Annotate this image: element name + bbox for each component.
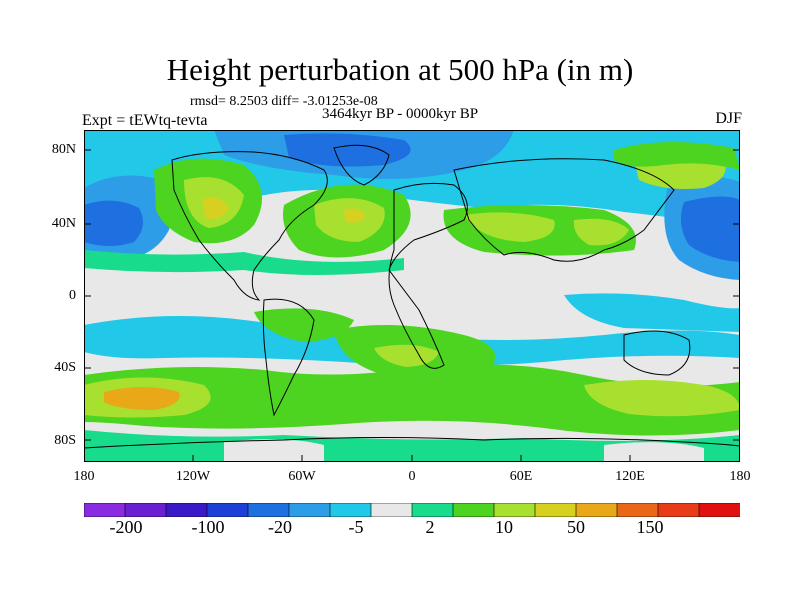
arctic-low-inner: [284, 133, 411, 167]
lon-label-0: 0: [408, 469, 416, 484]
antarctica-coast: [84, 437, 740, 449]
lon-label-180-west: 180: [73, 469, 95, 484]
map-title: Height perturbation at 500 hPa (in m): [166, 52, 634, 87]
colorbar-label-4: -5: [348, 517, 364, 537]
season-label: DJF: [715, 110, 742, 127]
lon-label-120e: 120E: [615, 469, 645, 484]
antarctic-neutral-patches: [224, 439, 704, 462]
asia-coast: [453, 158, 675, 262]
subtropical-green-pacific: [254, 308, 354, 342]
colorbar-swatch: [165, 503, 208, 517]
colorbar-swatch: [616, 503, 659, 517]
colorbar-swatch: [452, 503, 495, 517]
colorbar-swatch: [288, 503, 331, 517]
stats-text: rmsd= 8.2503 diff= -3.01253e-08: [190, 94, 378, 109]
eurasia-ridge-yellow: [464, 212, 555, 242]
atlantic-ridge-peak: [344, 208, 366, 223]
colorbar-label-3: -20: [268, 517, 292, 537]
colorbar-label-6: 10: [495, 517, 513, 537]
colorbar-swatch: [657, 503, 700, 517]
south-indian-green: [584, 380, 740, 417]
lon-label-60e: 60E: [509, 469, 533, 484]
lon-label-60w: 60W: [288, 469, 316, 484]
colorbar-swatch: [370, 503, 413, 517]
colorbar-swatch: [493, 503, 536, 517]
lat-label-40s: 40S: [54, 360, 76, 375]
colorbar-label-5: 2: [425, 517, 435, 537]
colorbar-swatch: [575, 503, 618, 517]
indian-ocean-cyan: [564, 293, 740, 332]
colorbar-swatch: [329, 503, 372, 517]
coastlines: [84, 144, 740, 449]
south-america-coast: [262, 298, 315, 417]
colorbar-swatch: [534, 503, 577, 517]
europe-africa-coast: [388, 182, 468, 369]
lon-label-120w: 120W: [175, 469, 211, 484]
eurasia-ridge-yellow-2: [573, 218, 629, 246]
colorbar-swatch: [247, 503, 290, 517]
australia-coast: [623, 330, 691, 376]
sh-green-band: [84, 364, 740, 436]
colorbar-swatch: [84, 503, 126, 517]
colorbar-label-8: 150: [636, 517, 664, 537]
lat-label-80n: 80N: [51, 142, 76, 157]
pacific-ridge-peak: [202, 197, 229, 219]
experiment-label: Expt = tEWtq-tevta: [82, 112, 208, 129]
north-america-coast: [171, 151, 328, 301]
colorbar-label-2: -100: [191, 517, 225, 537]
lon-label-180-east: 180: [729, 469, 751, 484]
north-pacific-low-inner: [84, 200, 143, 246]
nh-light-green-band: [84, 250, 404, 275]
colorbar-swatch: [411, 503, 454, 517]
colorbar: [84, 503, 740, 517]
period-label: 3464kyr BP - 0000kyr BP: [322, 106, 479, 122]
west-pacific-low-inner: [680, 196, 740, 262]
lat-label-0: 0: [69, 288, 76, 303]
colorbar-label-7: 50: [567, 517, 585, 537]
south-pacific-peak-orange: [104, 387, 180, 410]
contour-map: [84, 130, 740, 462]
colorbar-swatch: [206, 503, 249, 517]
colorbar-swatch: [698, 503, 740, 517]
lat-label-40n: 40N: [51, 216, 76, 231]
north-atlantic-green: [614, 141, 740, 170]
colorbar-label-1: -200: [109, 517, 143, 537]
lat-label-80s: 80S: [54, 433, 76, 448]
greenland-coast: [333, 144, 390, 186]
colorbar-swatch: [124, 503, 167, 517]
tick-marks: [84, 149, 740, 462]
